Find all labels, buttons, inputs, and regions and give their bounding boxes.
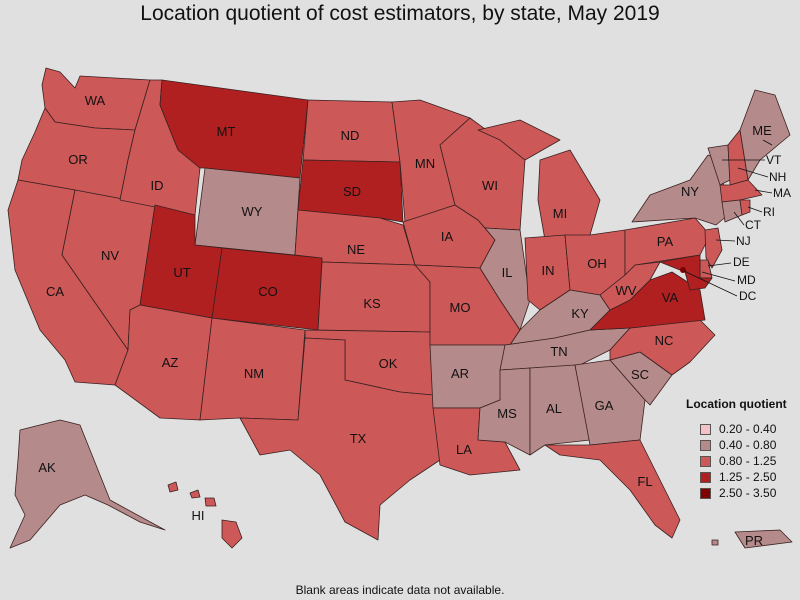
legend-label: 1.25 - 2.50 [719,470,777,484]
state-MD[interactable] [659,254,713,291]
state-PR-islet[interactable] [711,539,719,546]
legend-label: 0.80 - 1.25 [719,454,777,468]
state-MA[interactable] [719,179,763,203]
state-HI[interactable] [167,481,243,549]
label-KY: KY [571,306,589,321]
state-MI-UP[interactable] [477,119,561,161]
label-FL: FL [637,474,652,489]
legend-label: 0.40 - 0.80 [719,438,777,452]
legend-label: 0.20 - 0.40 [719,422,777,436]
state-SD[interactable] [297,159,404,223]
label-OH: OH [587,256,607,271]
state-AK[interactable] [9,419,166,549]
legend-item: 0.20 - 0.40 [686,421,798,437]
label-AR: AR [451,366,469,381]
label-UT: UT [173,265,190,280]
label-AL: AL [546,401,562,416]
state-FL[interactable] [544,439,681,539]
label-SD: SD [343,184,361,199]
data-availability-note: Blank areas indicate data not available. [295,583,505,597]
state-MI[interactable] [537,149,601,241]
map-title: Location quotient of cost estimators, by… [140,2,660,25]
label-WI: WI [482,178,498,193]
label-CT: CT [745,218,762,232]
label-ME: ME [752,123,772,138]
label-MT: MT [217,124,236,139]
label-NC: NC [655,333,674,348]
label-AK: AK [38,460,56,475]
label-OK: OK [379,356,398,371]
label-NH: NH [769,170,786,184]
label-NV: NV [101,248,119,263]
label-TX: TX [350,431,367,446]
label-WV: WV [616,283,637,298]
label-MO: MO [450,300,471,315]
label-SC: SC [631,367,649,382]
legend-item: 1.25 - 2.50 [686,469,798,485]
legend-swatch [700,439,711,451]
label-MN: MN [415,156,435,171]
legend-swatch [700,423,711,435]
label-IN: IN [542,263,555,278]
legend-item: 0.80 - 1.25 [686,453,798,469]
state-AL[interactable] [529,364,591,456]
state-AR[interactable] [429,344,511,409]
label-MA: MA [773,186,791,200]
label-CA: CA [46,284,64,299]
label-WY: WY [242,204,263,219]
label-VT: VT [766,153,782,167]
label-NE: NE [347,242,365,257]
state-labels: WA OR CA NV ID MT WY UT CO AZ NM ND SD N… [38,93,791,548]
state-PR[interactable] [734,529,793,549]
legend-title: Location quotient [686,397,787,411]
label-DC: DC [739,289,757,303]
state-IL[interactable] [479,227,531,331]
state-GA[interactable] [574,359,646,446]
label-KS: KS [363,296,381,311]
state-NJ[interactable] [704,227,723,269]
label-NY: NY [681,184,699,199]
label-VA: VA [662,290,679,305]
label-MI: MI [553,206,567,221]
label-OR: OR [68,152,88,167]
label-GA: GA [595,398,614,413]
label-HI: HI [192,508,205,523]
label-ID: ID [151,178,164,193]
state-DC[interactable] [680,267,686,273]
label-TN: TN [550,344,567,359]
state-TX[interactable] [239,337,441,541]
label-PA: PA [657,234,674,249]
label-PR: PR [745,533,763,548]
label-MS: MS [497,406,517,421]
legend-swatch [700,455,711,467]
legend-item: 0.40 - 0.80 [686,437,798,453]
label-WA: WA [85,93,106,108]
label-DE: DE [733,255,750,269]
legend-swatch [700,471,711,483]
label-ND: ND [341,128,360,143]
label-AZ: AZ [162,355,179,370]
label-IL: IL [502,265,513,280]
legend: Location quotient 0.20 - 0.40 0.40 - 0.8… [686,397,798,501]
label-RI: RI [763,205,775,219]
label-IA: IA [441,229,454,244]
label-NM: NM [244,366,264,381]
label-LA: LA [456,442,472,457]
legend-swatch [700,487,711,499]
label-CO: CO [258,284,278,299]
legend-item: 2.50 - 3.50 [686,485,798,501]
state-RI[interactable] [739,199,751,216]
legend-label: 2.50 - 3.50 [719,486,777,500]
label-MD: MD [737,273,756,287]
label-leader-lines [683,139,773,297]
label-NJ: NJ [736,234,751,248]
